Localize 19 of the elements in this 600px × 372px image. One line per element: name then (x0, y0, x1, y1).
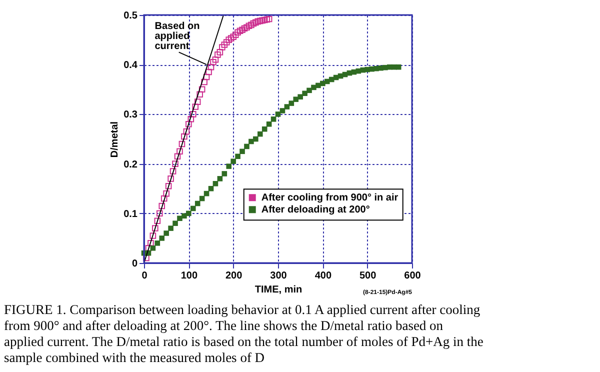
legend-label: After deloading at 200° (261, 204, 370, 216)
x-axis-title: TIME, min (254, 284, 302, 296)
y-tick-label: 0 (132, 258, 138, 270)
x-tick-label: 500 (359, 270, 377, 282)
y-tick-label: 0.5 (124, 10, 138, 22)
caption: FIGURE 1. Comparison between loading behavior at 0.1 A applied current after cooling from 900° and after deloading at 200°. The line shows the D/metal ratio based on applied current. The D/metal ratio is based on the total number of moles of Pd+Ag in the sample combined with the measured moles of D (4, 302, 484, 365)
x-tick-label: 300 (270, 270, 288, 282)
y-tick-label: 0.3 (124, 110, 138, 121)
legend-label: After cooling from 900° in air (261, 192, 398, 204)
x-tick-label: 0 (142, 270, 148, 282)
y-tick-label: 0.2 (124, 159, 138, 170)
x-tick-label: 100 (180, 270, 198, 282)
x-tick-label: 200 (225, 270, 243, 282)
x-tick-label: 600 (404, 270, 422, 282)
y-tick-label: 0.1 (124, 208, 138, 220)
x-tick-label: 400 (314, 270, 332, 282)
y-tick-label: 0.4 (124, 60, 138, 72)
y-axis-title: D/metal (110, 121, 121, 158)
annotation: Based on applied current (154, 21, 200, 52)
